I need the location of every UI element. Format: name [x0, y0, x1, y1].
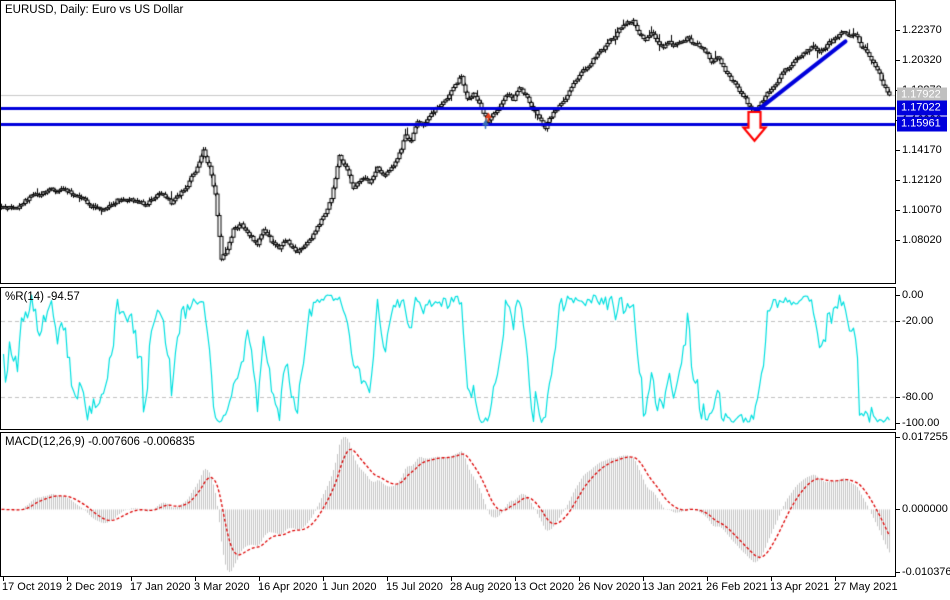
macd-axis-tick [895, 572, 900, 573]
wpr-axis-tick [895, 423, 900, 424]
wpr-axis-label: -100.00 [902, 417, 940, 429]
price-axis-tick [895, 210, 900, 211]
price-axis-label: 1.14170 [902, 144, 942, 156]
time-axis-tick [515, 577, 516, 581]
time-axis-tick [579, 577, 580, 581]
time-axis-label: 13 Oct 2020 [514, 581, 574, 593]
macd-axis-label: 0.000000 [902, 503, 948, 515]
time-axis-label: 3 Mar 2020 [194, 581, 250, 593]
time-axis-tick [451, 577, 452, 581]
time-axis-tick [387, 577, 388, 581]
time-axis-tick [67, 577, 68, 581]
price-axis-tick [895, 60, 900, 61]
main-chart-canvas[interactable] [1, 1, 895, 283]
time-axis[interactable]: 17 Oct 2019 2 Dec 2019 17 Jan 2020 3 Mar 20… [0, 577, 950, 600]
macd-axis-tick [895, 509, 900, 510]
hline-price-box: 1.15961 [897, 116, 947, 132]
wpr-axis-tick [895, 321, 900, 322]
price-axis-label: 1.12120 [902, 174, 942, 186]
time-axis-label: 27 May 2021 [834, 581, 898, 593]
right-axis: 1.223701.203201.182701.162201.141701.121… [895, 0, 950, 600]
current-price-box: 1.17922 [897, 87, 947, 103]
macd-axis-tick [895, 437, 900, 438]
macd-canvas[interactable] [1, 433, 895, 576]
time-axis-tick [3, 577, 4, 581]
time-axis-label: 1 Jun 2020 [322, 581, 377, 593]
time-axis-tick [835, 577, 836, 581]
time-axis-label: 28 Aug 2020 [450, 581, 512, 593]
wpr-axis-label: 0.00 [902, 289, 924, 301]
macd-indicator-panel: MACD(12,26,9) -0.007606 -0.006835 [0, 432, 896, 577]
macd-axis-label: -0.010376 [902, 566, 950, 578]
main-chart-panel: EURUSD, Daily: Euro vs US Dollar [0, 0, 896, 284]
price-axis-label: 1.10070 [902, 204, 942, 216]
wpr-axis-label: -20.00 [902, 315, 934, 327]
hline-price-box: 1.17022 [897, 100, 947, 116]
price-axis-label: 1.22370 [902, 24, 942, 36]
price-axis-tick [895, 240, 900, 241]
price-axis-tick [895, 150, 900, 151]
time-axis-label: 26 Nov 2020 [578, 581, 641, 593]
time-axis-label: 17 Jan 2020 [130, 581, 191, 593]
time-axis-label: 13 Jan 2021 [642, 581, 703, 593]
wpr-indicator-panel: %R(14) -94.57 [0, 287, 896, 430]
chart-title: EURUSD, Daily: Euro vs US Dollar [5, 4, 184, 16]
time-axis-tick [771, 577, 772, 581]
time-axis-label: 16 Apr 2020 [258, 581, 318, 593]
time-axis-tick [259, 577, 260, 581]
wpr-axis-tick [895, 397, 900, 398]
time-axis-label: 26 Feb 2021 [706, 581, 768, 593]
time-axis-label: 13 Apr 2021 [770, 581, 830, 593]
price-axis-tick [895, 180, 900, 181]
price-axis-label: 1.08020 [902, 234, 942, 246]
time-axis-tick [131, 577, 132, 581]
time-axis-label: 17 Oct 2019 [2, 581, 62, 593]
price-axis-label: 1.20320 [902, 54, 942, 66]
macd-indicator-label: MACD(12,26,9) -0.007606 -0.006835 [5, 436, 195, 448]
wpr-axis-tick [895, 295, 900, 296]
time-axis-tick [323, 577, 324, 581]
price-axis-tick [895, 30, 900, 31]
time-axis-label: 15 Jul 2020 [386, 581, 443, 593]
time-axis-label: 2 Dec 2019 [66, 581, 123, 593]
macd-axis-label: 0.017255 [902, 431, 948, 443]
wpr-canvas[interactable] [1, 288, 895, 429]
time-axis-tick [643, 577, 644, 581]
time-axis-tick [195, 577, 196, 581]
time-axis-tick [707, 577, 708, 581]
wpr-indicator-label: %R(14) -94.57 [5, 291, 80, 303]
wpr-axis-label: -80.00 [902, 391, 934, 403]
